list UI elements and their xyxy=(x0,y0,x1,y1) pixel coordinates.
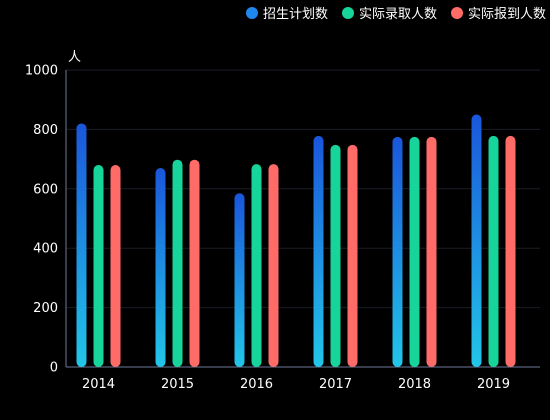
x-tick-label: 2018 xyxy=(398,377,431,392)
y-tick-label: 800 xyxy=(33,123,58,138)
bar-plan-2015[interactable] xyxy=(155,168,166,367)
legend-label-admitted: 实际录取人数 xyxy=(358,7,437,22)
x-tick-label: 2015 xyxy=(161,377,194,392)
bar-admitted-2017[interactable] xyxy=(330,144,341,367)
bar-admitted-2014[interactable] xyxy=(93,165,104,367)
y-tick-label: 0 xyxy=(50,361,58,376)
y-tick-label: 400 xyxy=(33,242,58,257)
y-tick-label: 1000 xyxy=(25,64,58,79)
x-tick-label: 2019 xyxy=(477,377,510,392)
legend-swatch-reported xyxy=(450,6,463,19)
bar-admitted-2015[interactable] xyxy=(172,159,183,367)
bar-admitted-2019[interactable] xyxy=(488,135,499,367)
legend-swatch-admitted xyxy=(341,6,354,19)
bar-plan-2017[interactable] xyxy=(313,135,324,367)
bar-reported-2016[interactable] xyxy=(268,164,279,367)
bar-reported-2019[interactable] xyxy=(505,135,516,367)
bar-reported-2017[interactable] xyxy=(347,144,358,367)
bar-plan-2014[interactable] xyxy=(76,123,87,368)
bar-reported-2018[interactable] xyxy=(426,136,437,367)
legend-label-plan: 招生计划数 xyxy=(262,7,328,22)
bar-plan-2019[interactable] xyxy=(471,114,482,367)
bar-admitted-2016[interactable] xyxy=(251,164,262,367)
y-tick-label: 200 xyxy=(33,301,58,316)
x-tick-label: 2014 xyxy=(82,377,115,392)
legend-label-reported: 实际报到人数 xyxy=(467,7,546,22)
x-tick-label: 2017 xyxy=(319,377,352,392)
legend-item-plan[interactable]: 招生计划数 xyxy=(245,3,328,22)
chart-legend: 招生计划数 实际录取人数 实际报到人数 xyxy=(245,3,546,22)
legend-item-admitted[interactable]: 实际录取人数 xyxy=(341,3,437,22)
bar-reported-2014[interactable] xyxy=(110,165,121,367)
y-tick-label: 600 xyxy=(33,182,58,197)
bar-plan-2018[interactable] xyxy=(392,136,403,367)
y-axis-unit-label: 人 xyxy=(68,50,82,65)
x-tick-label: 2016 xyxy=(240,377,273,392)
legend-swatch-plan xyxy=(245,6,258,19)
bar-admitted-2018[interactable] xyxy=(409,136,420,367)
legend-item-reported[interactable]: 实际报到人数 xyxy=(450,3,546,22)
bar-plan-2016[interactable] xyxy=(234,193,245,367)
bar-reported-2015[interactable] xyxy=(189,159,200,367)
